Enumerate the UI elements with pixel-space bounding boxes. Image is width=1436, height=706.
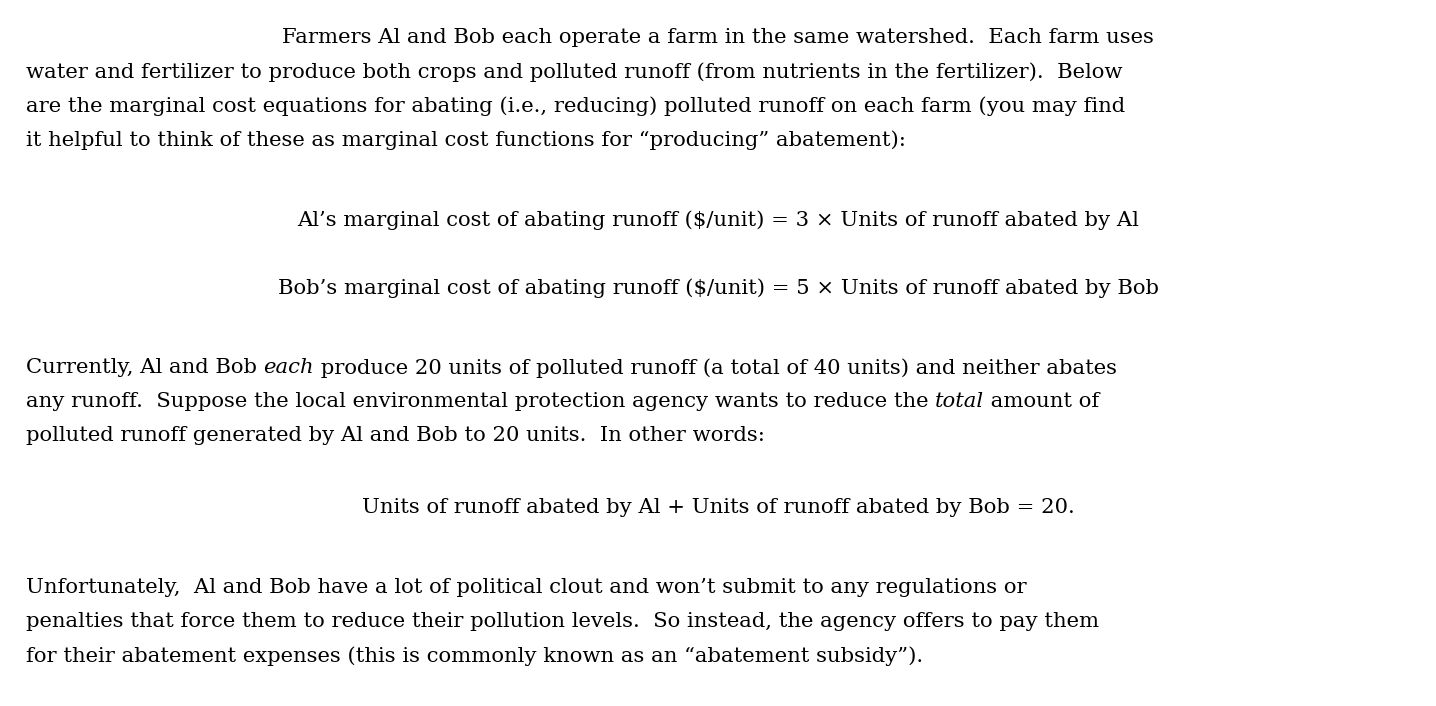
Text: Currently, Al and Bob: Currently, Al and Bob bbox=[26, 358, 264, 377]
Text: Farmers Al and Bob each operate a farm in the same watershed.  Each farm uses: Farmers Al and Bob each operate a farm i… bbox=[281, 28, 1155, 47]
Text: polluted runoff generated by Al and Bob to 20 units.  In other words:: polluted runoff generated by Al and Bob … bbox=[26, 426, 765, 445]
Text: produce 20 units of polluted runoff (a total of 40 units) and neither abates: produce 20 units of polluted runoff (a t… bbox=[314, 358, 1117, 378]
Text: Units of runoff abated by Al + Units of runoff abated by Bob = 20.: Units of runoff abated by Al + Units of … bbox=[362, 498, 1074, 517]
Text: each: each bbox=[264, 358, 314, 377]
Text: Al’s marginal cost of abating runoff ($/unit) = 3 × Units of runoff abated by Al: Al’s marginal cost of abating runoff ($/… bbox=[297, 210, 1139, 229]
Text: water and fertilizer to produce both crops and polluted runoff (from nutrients i: water and fertilizer to produce both cro… bbox=[26, 62, 1123, 82]
Text: any runoff.  Suppose the local environmental protection agency wants to reduce t: any runoff. Suppose the local environmen… bbox=[26, 392, 935, 411]
Text: it helpful to think of these as marginal cost functions for “producing” abatemen: it helpful to think of these as marginal… bbox=[26, 130, 906, 150]
Text: penalties that force them to reduce their pollution levels.  So instead, the age: penalties that force them to reduce thei… bbox=[26, 612, 1099, 631]
Text: Bob’s marginal cost of abating runoff ($/unit) = 5 × Units of runoff abated by B: Bob’s marginal cost of abating runoff ($… bbox=[277, 278, 1159, 298]
Text: amount of: amount of bbox=[984, 392, 1100, 411]
Text: Unfortunately,  Al and Bob have a lot of political clout and won’t submit to any: Unfortunately, Al and Bob have a lot of … bbox=[26, 578, 1027, 597]
Text: for their abatement expenses (this is commonly known as an “abatement subsidy”).: for their abatement expenses (this is co… bbox=[26, 646, 923, 666]
Text: are the marginal cost equations for abating (i.e., reducing) polluted runoff on : are the marginal cost equations for abat… bbox=[26, 96, 1124, 116]
Text: total: total bbox=[935, 392, 984, 411]
